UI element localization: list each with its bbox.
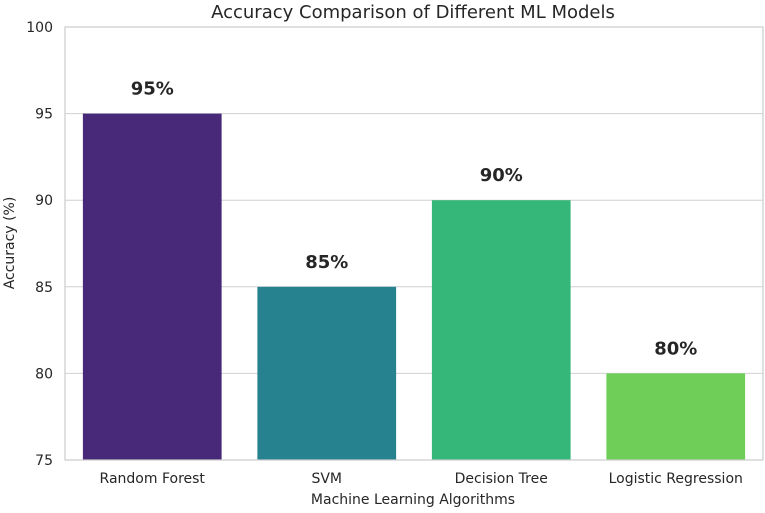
- y-tick-label: 95: [35, 107, 53, 123]
- axes: 75 80 85 90 95 100 Random Forest SVM Decision Tr…: [26, 20, 764, 487]
- chart-title: Accuracy Comparison of Different ML Mode…: [211, 2, 615, 23]
- bar-value-label: 85%: [305, 252, 348, 273]
- x-tick-label: Logistic Regression: [609, 471, 743, 487]
- x-tick-label: Random Forest: [100, 471, 206, 487]
- y-tick-label: 100: [26, 20, 53, 36]
- bar-value-label: 80%: [654, 338, 697, 359]
- plot-frame: [64, 26, 764, 461]
- x-tick-label: Decision Tree: [455, 471, 548, 487]
- y-tick-label: 85: [35, 280, 53, 296]
- bars: 95% 85% 90% 80%: [82, 79, 746, 460]
- bar: [606, 373, 746, 460]
- y-tick-label: 75: [35, 453, 53, 469]
- bar-value-label: 90%: [480, 165, 523, 186]
- y-tick-label: 80: [35, 366, 53, 382]
- bar: [431, 200, 571, 460]
- y-tick-label: 90: [35, 193, 53, 209]
- x-tick-label: SVM: [311, 471, 342, 487]
- bar-value-label: 95%: [131, 79, 174, 100]
- bar: [257, 286, 397, 460]
- bar: [82, 113, 222, 460]
- x-axis-label: Machine Learning Algorithms: [311, 492, 515, 508]
- y-axis-label: Accuracy (%): [2, 197, 18, 290]
